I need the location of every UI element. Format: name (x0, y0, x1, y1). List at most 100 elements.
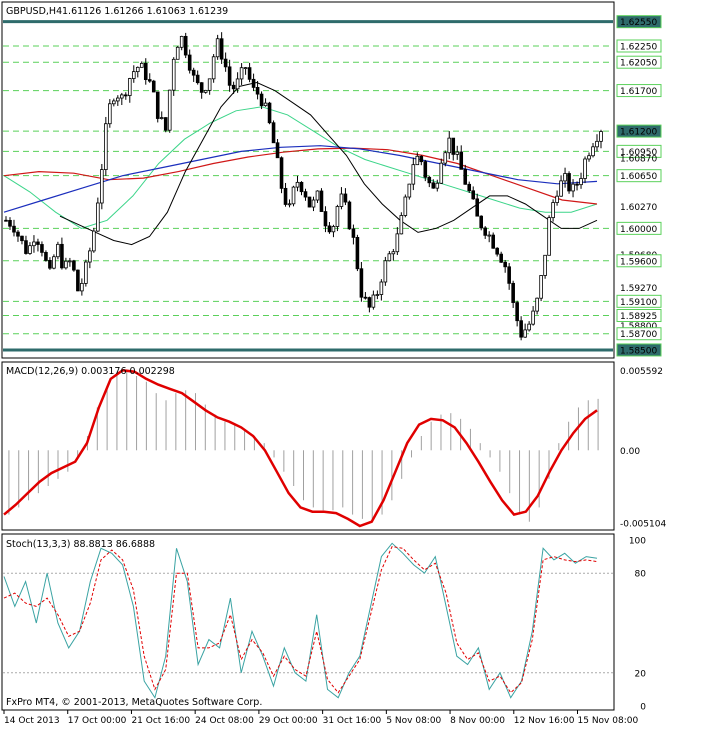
candle-body (80, 282, 84, 292)
price-axis-label: 1.58800 (620, 322, 657, 332)
candle-body (527, 323, 531, 331)
candle-body (579, 178, 583, 186)
price-tag (616, 343, 662, 357)
price-tag-label: 1.61200 (620, 128, 657, 138)
candle-body (223, 58, 228, 68)
candle-body (467, 183, 472, 192)
candle-body (247, 67, 252, 80)
candle-body (499, 253, 503, 263)
time-axis-label: 8 Nov 00:00 (450, 716, 505, 726)
candle-body (487, 234, 491, 237)
candle-body (455, 151, 460, 155)
candle-body (195, 74, 200, 84)
price-tag-label: 1.58700 (620, 330, 657, 340)
candle-body (179, 35, 184, 48)
candle-body (167, 89, 172, 131)
price-tag (616, 294, 662, 308)
candle-body (96, 202, 100, 232)
candle-body (551, 202, 555, 219)
time-axis-label: 12 Nov 16:00 (514, 716, 575, 726)
price-tag (616, 169, 662, 183)
price-tag (616, 55, 662, 69)
time-axis-label: 14 Oct 2013 (4, 716, 60, 726)
candle-body (12, 225, 16, 233)
candle-body (131, 71, 136, 79)
price-tag-label: 1.62550 (620, 18, 657, 28)
candle-body (307, 196, 312, 208)
candle-body (587, 155, 591, 160)
candle-body (515, 302, 519, 322)
candle-body (347, 201, 352, 230)
candle-body (24, 240, 28, 254)
symbol-header: GBPUSD,H4 (6, 6, 62, 17)
candle-body (495, 247, 499, 255)
candle-body (44, 252, 48, 261)
candle-body (291, 186, 296, 205)
candle-body (40, 244, 44, 253)
candle-body (451, 137, 456, 155)
candle-body (151, 80, 156, 93)
candle-body (72, 260, 76, 271)
candle-body (323, 211, 328, 227)
candle-body (147, 79, 152, 82)
candle-body (535, 297, 539, 312)
time-axis-label: 29 Oct 00:00 (259, 716, 318, 726)
candle-body (199, 82, 204, 93)
candle-body (419, 155, 424, 163)
price-axis-label: 1.60270 (620, 203, 657, 213)
candle-body (259, 93, 264, 107)
macd-axis-label: -0.005104 (620, 520, 666, 530)
macd-header: MACD(12,26,9) 0.003176 0.002298 (6, 366, 175, 377)
macd-axis: 0.005592 0.00 -0.005104 (620, 367, 666, 530)
candle-body (4, 219, 8, 222)
ma-fast-line (59, 81, 598, 246)
candle-body (391, 251, 396, 255)
price-axis: 1.62550 1.62250 1.62050 1.61700 1.61200 1.609… (616, 15, 662, 357)
candle-body (331, 226, 336, 233)
candle-body (283, 187, 288, 205)
stoch-panel-frame (1, 533, 615, 711)
candle-body (435, 182, 440, 189)
candle-body (411, 164, 416, 185)
candle-body (491, 234, 495, 249)
candle-body (339, 193, 344, 207)
candle-body (595, 140, 599, 148)
candle-body (503, 261, 507, 268)
candle-body (563, 173, 567, 182)
price-tag (616, 39, 662, 53)
candle-body (135, 66, 140, 73)
price-axis-label: 1.60870 (620, 154, 657, 164)
candle-body (171, 58, 176, 91)
candle-body (48, 260, 52, 269)
price-tag (616, 15, 662, 29)
price-axis-label: 1.59270 (620, 284, 657, 294)
candle-body (539, 275, 543, 299)
candle-body (211, 56, 216, 80)
ohlc-header: 1.61126 1.61266 1.61063 1.61239 (62, 6, 228, 17)
candle-body (483, 227, 487, 236)
candle-body (239, 67, 244, 80)
candle-body (367, 297, 372, 308)
candle-body (143, 62, 148, 80)
candle-body (263, 102, 268, 107)
candle-body (100, 169, 104, 204)
candle-body (335, 206, 340, 227)
candle-body (379, 281, 384, 295)
candle-body (431, 182, 436, 189)
time-axis-label: 5 Nov 08:00 (386, 716, 441, 726)
candle-body (319, 190, 324, 212)
candle-body (295, 181, 300, 188)
price-tag (616, 254, 662, 268)
candle-body (371, 294, 376, 308)
candle-body (120, 94, 124, 99)
candle-body (76, 269, 80, 292)
candle-body (231, 84, 236, 90)
candle-body (227, 66, 232, 86)
candle-body (387, 253, 392, 262)
stoch-main-line (3, 542, 598, 699)
time-axis-label: 15 Nov 08:00 (578, 716, 639, 726)
candle-body (88, 250, 92, 263)
candle-body (475, 198, 480, 217)
price-tag-label: 1.60000 (620, 225, 657, 235)
candle-body (64, 260, 68, 269)
